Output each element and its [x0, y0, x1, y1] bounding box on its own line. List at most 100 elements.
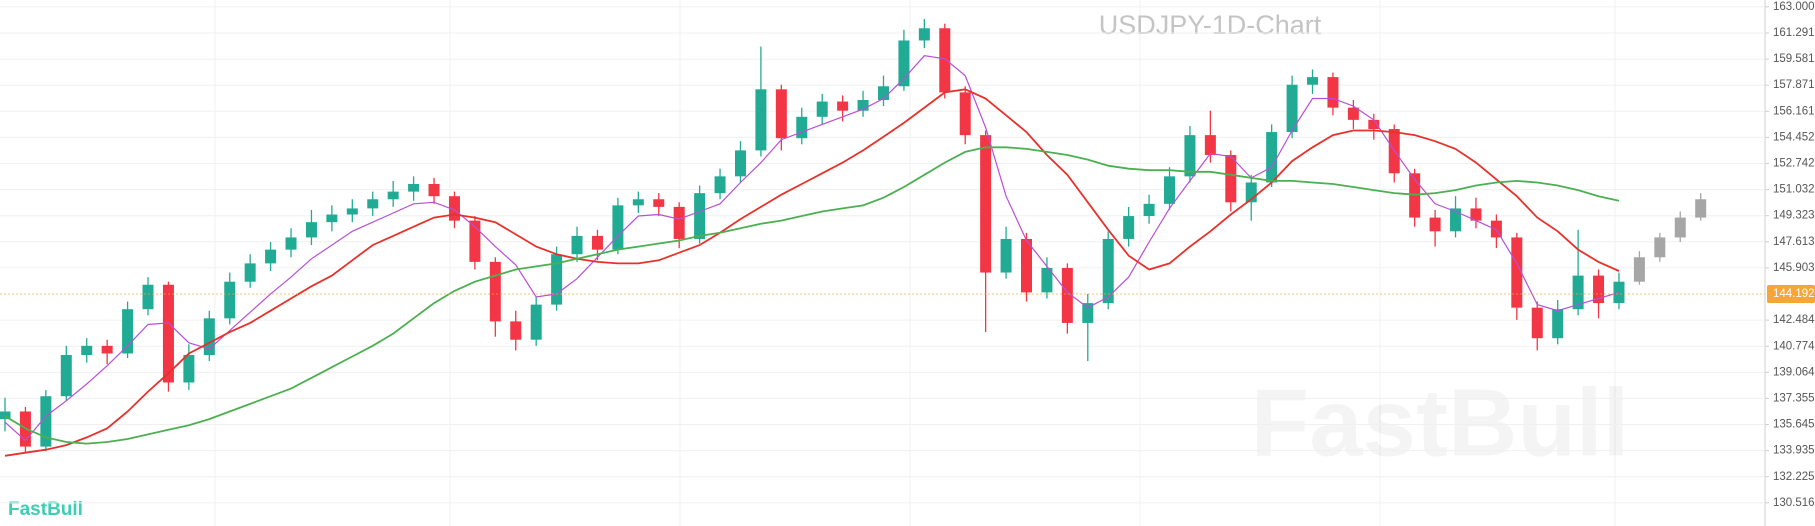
candle-body: [1490, 220, 1502, 238]
candle-body: [632, 199, 644, 206]
candle-body: [1041, 267, 1053, 293]
moving-average: [4, 146, 1620, 445]
candle-body: [775, 89, 787, 139]
candle-body: [1470, 208, 1482, 221]
candle-body: [551, 254, 563, 305]
candle-body: [142, 284, 154, 310]
candle-body: [60, 354, 72, 397]
candle-body: [857, 100, 869, 111]
candle-body: [265, 249, 277, 264]
logo: FastBull: [8, 499, 83, 520]
candle-body: [81, 345, 93, 355]
candle-body: [1695, 199, 1707, 218]
candle-body: [305, 222, 317, 238]
candle-body: [877, 86, 889, 101]
y-tick-label: 157.871: [1773, 79, 1815, 91]
candle-body: [101, 345, 113, 354]
candle-body: [980, 135, 992, 273]
candle-body: [1204, 135, 1216, 155]
y-tick-label: 154.452: [1773, 131, 1815, 143]
candle-body: [367, 199, 379, 209]
candle-body: [1429, 217, 1441, 232]
candle-body: [203, 318, 215, 355]
y-tick-label: 137.355: [1773, 392, 1815, 404]
y-tick-label: 152.742: [1773, 158, 1815, 170]
moving-average: [4, 88, 1620, 457]
candle-body: [1123, 216, 1135, 239]
candle-body: [1061, 267, 1073, 323]
candle-body: [1184, 135, 1196, 177]
candle-body: [653, 199, 665, 207]
price-label-box: [1767, 285, 1815, 304]
candle-body: [1266, 132, 1278, 183]
y-tick-label: 135.645: [1773, 419, 1815, 431]
candle-body: [489, 261, 501, 322]
candle-body: [285, 237, 297, 250]
candle-body: [448, 196, 460, 221]
candle-body: [898, 40, 910, 87]
candle-body: [1654, 237, 1666, 258]
y-tick-label: 156.161: [1773, 105, 1815, 117]
candle-body: [1164, 176, 1176, 204]
candle-body: [816, 101, 828, 117]
y-tick-label: 163.000: [1773, 1, 1815, 13]
y-tick-label: 132.225: [1773, 471, 1815, 483]
candle-body: [183, 354, 195, 383]
candle-body: [1225, 154, 1237, 203]
candle-body: [918, 28, 930, 41]
candle-body: [714, 176, 726, 194]
chart-title: USDJPY-1D-Chart: [1099, 10, 1322, 40]
candle-body: [40, 396, 52, 447]
price-label: 144.192: [1773, 288, 1815, 300]
candle-body: [591, 235, 603, 250]
vertical-grid: [214, 0, 1616, 526]
candle-body: [162, 284, 174, 383]
candle-body: [510, 321, 522, 340]
candle-body: [1572, 275, 1584, 310]
candle-body: [244, 263, 256, 282]
candle-body: [1082, 303, 1094, 323]
candle-body: [571, 235, 583, 255]
candle-body: [387, 191, 399, 200]
candle-body: [1531, 307, 1543, 339]
candle-body: [939, 28, 951, 93]
candle-body: [1347, 107, 1359, 120]
candle-body: [0, 411, 11, 420]
candle-body: [1102, 238, 1114, 304]
y-tick-label: 139.064: [1773, 366, 1815, 378]
y-tick-label: 159.581: [1773, 53, 1815, 65]
candle-body: [1143, 203, 1155, 217]
candle-body: [1450, 208, 1462, 232]
candle-body: [612, 205, 624, 250]
candle-body: [1674, 217, 1686, 238]
candle-body: [1245, 182, 1257, 203]
candle-body: [796, 116, 808, 139]
watermark: FastBull: [1251, 369, 1630, 476]
y-tick-label: 147.613: [1773, 236, 1815, 248]
candle-body: [1633, 257, 1645, 282]
candle-body: [1368, 119, 1380, 130]
candle-body: [959, 92, 971, 136]
candle-body: [837, 101, 849, 111]
candle-body: [1327, 77, 1339, 108]
y-tick-label: 151.032: [1773, 184, 1815, 196]
candle-body: [734, 150, 746, 177]
candle-body: [428, 183, 440, 197]
candle-body: [122, 309, 134, 354]
moving-average: [4, 55, 1620, 442]
candle-body: [673, 206, 685, 239]
y-tick-label: 140.774: [1773, 340, 1815, 352]
candle-body: [1593, 275, 1605, 304]
candle-body: [1286, 84, 1298, 133]
y-tick-label: 149.323: [1773, 210, 1815, 222]
candle-body: [224, 281, 236, 319]
candle-body: [1511, 237, 1523, 308]
candle-body: [408, 183, 420, 192]
candle-body: [326, 214, 338, 223]
y-tick-label: 142.484: [1773, 314, 1815, 326]
candle-body: [1307, 77, 1319, 85]
candle-body: [1552, 309, 1564, 339]
candle-body: [1021, 238, 1032, 293]
candle-body: [469, 220, 481, 262]
